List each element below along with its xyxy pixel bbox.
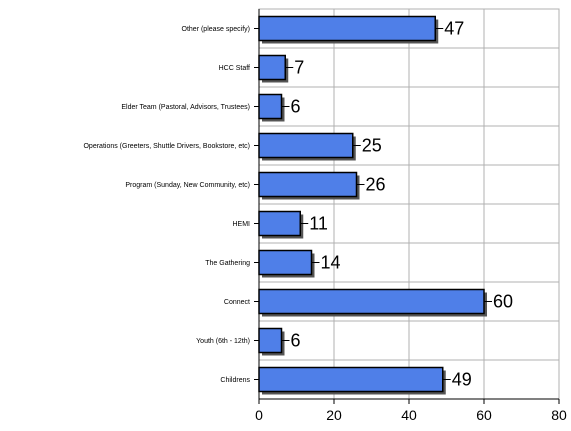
bar	[258, 93, 283, 120]
data-label: 25	[362, 136, 382, 156]
bars	[258, 15, 487, 395]
bar	[258, 288, 485, 315]
bar	[258, 327, 283, 354]
data-label: 6	[291, 331, 301, 351]
category-label: Youth (6th - 12th)	[196, 338, 250, 345]
category-label: Program (Sunday, New Community, etc)	[125, 182, 250, 189]
category-label: Connect	[224, 299, 250, 306]
gridlines	[259, 9, 560, 399]
bar	[258, 132, 354, 159]
category-label: Other (please specify)	[182, 26, 250, 33]
data-label: 26	[366, 175, 386, 195]
data-label: 7	[294, 58, 304, 78]
x-tick-label: 20	[326, 407, 342, 423]
data-label: 14	[321, 253, 341, 273]
data-label: 47	[444, 19, 464, 39]
bar	[258, 249, 313, 276]
data-label: 60	[493, 292, 513, 312]
data-label: 6	[291, 97, 301, 117]
data-label: 49	[452, 370, 472, 390]
x-tick-label: 80	[551, 407, 567, 423]
x-tick-label: 40	[401, 407, 417, 423]
x-tick-label: 60	[476, 407, 492, 423]
category-label: HEMI	[233, 221, 251, 228]
category-label: The Gathering	[205, 260, 250, 267]
data-label: 11	[309, 214, 328, 234]
y-axis: Other (please specify) HCC Staff Elder Tea…	[83, 9, 260, 399]
bar	[258, 210, 301, 237]
category-label: Operations (Greeters, Shuttle Drivers, B…	[83, 143, 250, 150]
x-tick-label: 0	[255, 407, 263, 423]
category-label: Childrens	[220, 377, 250, 384]
bar	[258, 15, 436, 42]
bar	[258, 171, 358, 198]
data-labels: 47 7 6 25 26 11 14 60 6 49	[281, 19, 513, 390]
category-label: HCC Staff	[219, 65, 250, 72]
bar	[258, 54, 286, 81]
category-label: Elder Team (Pastoral, Advisors, Trustees…	[121, 104, 250, 111]
x-axis: 0 20 40 60 80	[255, 398, 567, 423]
bar	[258, 366, 444, 393]
